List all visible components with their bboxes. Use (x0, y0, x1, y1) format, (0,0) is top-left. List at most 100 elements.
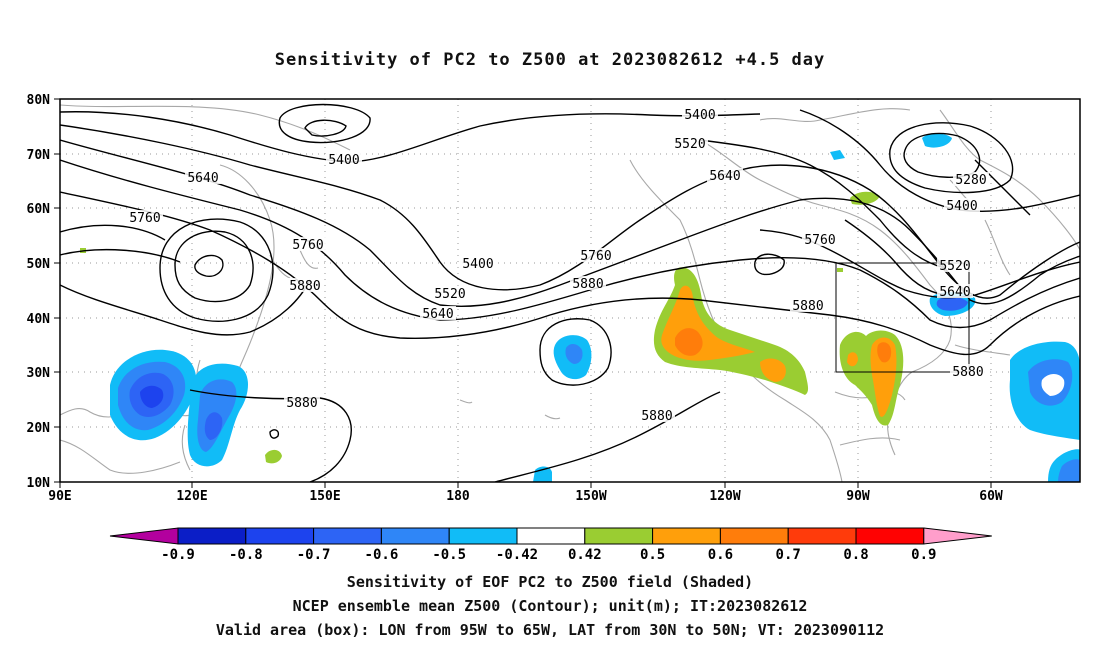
contour-label-bg (287, 278, 323, 292)
colorbar-segment (719, 527, 789, 545)
lat-label: 50N (27, 257, 51, 272)
colorbar-label: 0.9 (911, 547, 936, 563)
lat-label: 70N (27, 148, 51, 163)
colorbar-segment (313, 527, 382, 545)
lon-label: 90E (48, 489, 71, 504)
footer-line-3: Valid area (box): LON from 95W to 65W, L… (215, 621, 885, 639)
contour-label: 5640 (187, 171, 218, 186)
colorbar-segment (516, 527, 586, 545)
lat-label: 80N (27, 93, 51, 108)
contour-label: 5640 (939, 285, 970, 300)
contour-label-bg (290, 237, 326, 251)
lat-label: 60N (27, 202, 51, 217)
lon-label: 90W (846, 489, 870, 504)
colorbar-label: 0.6 (708, 547, 733, 563)
contour-label-bg (639, 408, 675, 422)
contour-label-bg (953, 172, 989, 186)
contour-label-bg (570, 276, 606, 290)
valid-area-box (835, 262, 970, 373)
negative-anomaly-west-pacific (110, 349, 248, 467)
contour-label-bg (790, 298, 826, 312)
colorbar-label: 0.7 (776, 547, 801, 563)
lon-label: 150W (575, 489, 606, 504)
contour-label: 5880 (792, 299, 823, 314)
map-title: Sensitivity of PC2 to Z500 at 2023082612… (274, 50, 826, 70)
colorbar-segment (787, 527, 857, 545)
lon-label: 120W (709, 489, 740, 504)
colorbar-segment (652, 527, 721, 545)
lon-label: 180 (446, 489, 470, 504)
contour-label: 5760 (804, 233, 835, 248)
lat-label: 30N (27, 366, 51, 381)
sensitivity-shading (80, 133, 1080, 482)
colorbar-label: -0.42 (496, 547, 538, 563)
colorbar-segment (380, 527, 450, 545)
lat-label: 10N (27, 476, 51, 491)
contour-label: 5400 (328, 153, 359, 168)
contour-label-bg (672, 136, 708, 150)
colorbar-label: -0.9 (161, 547, 195, 563)
contour-label-bg (127, 210, 163, 224)
contour-label: 5520 (434, 287, 465, 302)
contour-label: 5520 (939, 259, 970, 274)
colorbar-label: 0.5 (640, 547, 665, 563)
colorbar-label: -0.7 (297, 547, 331, 563)
colorbar-segment (448, 527, 518, 545)
footer-line-1: Sensitivity of EOF PC2 to Z500 field (Sh… (346, 573, 754, 591)
plot-frame (59, 98, 1081, 483)
contour-label-bg (682, 107, 718, 121)
contour-label-bg (944, 198, 980, 212)
contour-label: 5880 (572, 277, 603, 292)
contour-label-bg (460, 256, 496, 270)
colorbar-segment (177, 527, 247, 545)
contour-label: 5640 (422, 307, 453, 322)
contour-label: 5640 (709, 169, 740, 184)
contour-label: 5760 (292, 238, 323, 253)
contour-label: 5400 (684, 108, 715, 123)
contour-label-bg (937, 258, 973, 272)
contour-label-bg (578, 248, 614, 262)
colorbar-label: 0.42 (568, 547, 602, 563)
contour-label: 5280 (955, 173, 986, 188)
colorbar-label: 0.8 (843, 547, 868, 563)
negative-anomaly-canada-east (922, 133, 952, 148)
positive-anomaly-east-pacific (653, 267, 809, 395)
contour-label-bg (950, 364, 986, 378)
contour-label: 5760 (580, 249, 611, 264)
colorbar-label: -0.5 (432, 547, 466, 563)
contour-label: 5760 (129, 211, 160, 226)
contour-label-bg (432, 286, 468, 300)
contour-labels: 5400 5520 5640 5280 5400 5400 5640 5760 5760 5880… (127, 107, 989, 424)
contour-label-bg (707, 168, 743, 182)
lat-label: 40N (27, 312, 51, 327)
lat-label: 20N (27, 421, 51, 436)
colorbar: -0.9 -0.8 -0.7 -0.6 -0.5 -0.42 0.42 0.5 0.6 0.7 0.… (109, 527, 992, 563)
colorbar-left-triangle (109, 527, 179, 545)
contour-label: 5880 (289, 279, 320, 294)
contour-label-bg (284, 395, 320, 409)
colorbar-label: -0.8 (229, 547, 263, 563)
footer-line-2: NCEP ensemble mean Z500 (Contour); unit(… (292, 597, 808, 615)
contour-label-bg (937, 284, 973, 298)
contour-label: 5520 (674, 137, 705, 152)
colorbar-right-triangle (923, 527, 992, 545)
lon-label: 120E (176, 489, 207, 504)
lon-label: 150E (309, 489, 340, 504)
positive-anomaly-gulf (839, 330, 904, 426)
contour-label: 5880 (952, 365, 983, 380)
contour-label: 5880 (286, 396, 317, 411)
contour-label: 5400 (946, 199, 977, 214)
contour-label-bg (185, 170, 221, 184)
colorbar-segment (855, 527, 925, 545)
contour-label-bg (802, 232, 838, 246)
lon-label: 60W (979, 489, 1003, 504)
colorbar-label: -0.6 (365, 547, 399, 563)
contour-label: 5880 (641, 409, 672, 424)
colorbar-segment (584, 527, 654, 545)
contour-label-bg (326, 152, 362, 166)
contour-label: 5400 (462, 257, 493, 272)
z500-contours (60, 103, 1080, 482)
colorbar-segment (245, 527, 315, 545)
